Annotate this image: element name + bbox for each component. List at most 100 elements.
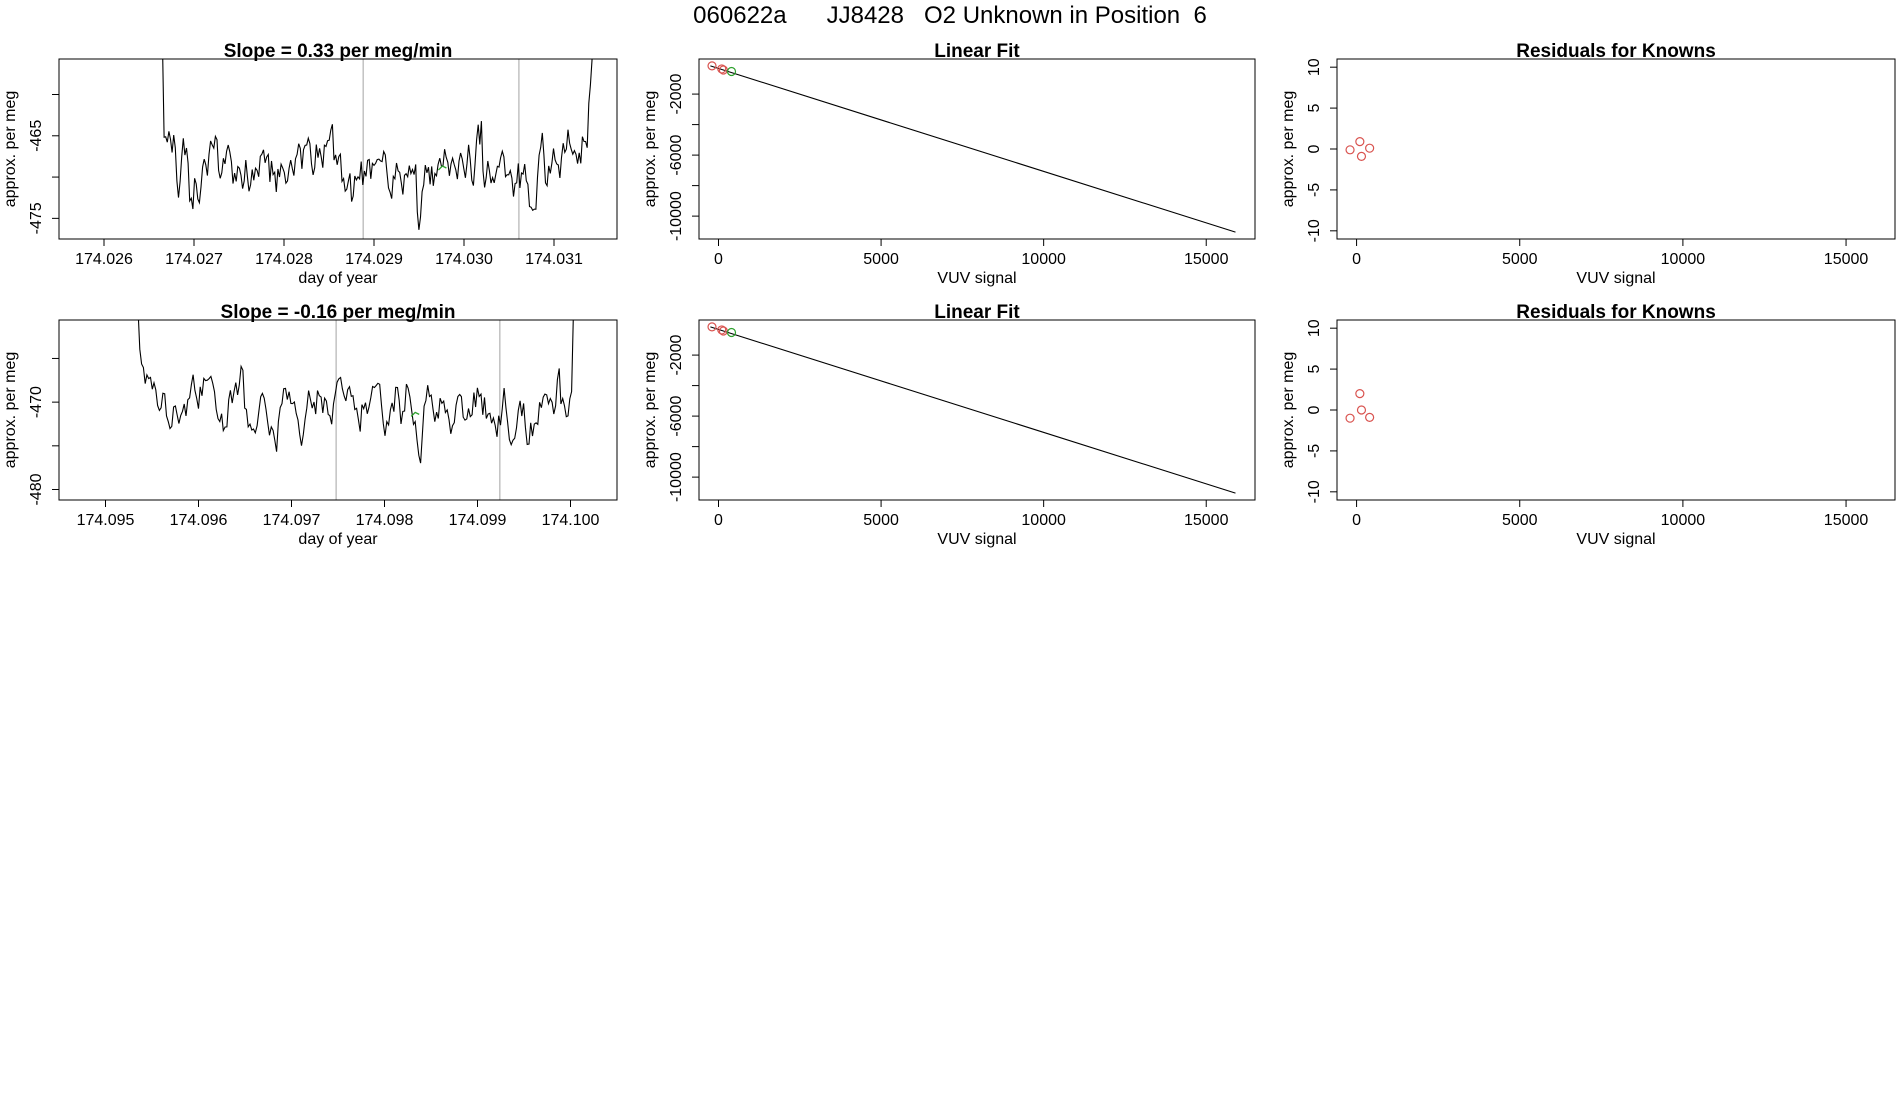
known-point [1345, 413, 1355, 423]
y-tick-label: -10000 [668, 452, 685, 502]
x-tick-label: 0 [1352, 251, 1361, 268]
y-axis-label: approx. per meg [2, 352, 19, 469]
y-tick-label: -10 [1306, 480, 1323, 503]
y-axis-label: approx. per meg [2, 91, 19, 208]
x-tick-label: 174.096 [170, 512, 228, 529]
panel-res-1: Residuals for Knowns 0 5000 10000 15000 VUV s… [1280, 41, 1896, 287]
x-tick-label: 0 [714, 512, 723, 529]
x-tick-label: 15000 [1824, 251, 1869, 268]
plot-frame [58, 58, 618, 240]
x-tick-label: 15000 [1184, 251, 1229, 268]
x-tick-label: 10000 [1021, 251, 1066, 268]
x-tick-label: 5000 [1502, 251, 1538, 268]
known-point [1355, 137, 1365, 147]
x-tick-label: 174.028 [255, 251, 313, 268]
known-point [717, 64, 727, 74]
panel-ts-2: Slope = -0.16 per meg/min 174.095 174.096 1… [2, 302, 618, 548]
unknown-point [726, 66, 737, 77]
plot-area [707, 61, 1236, 233]
panel-res-2: Residuals for Knowns 0 5000 10000 15000 VUV s… [1280, 302, 1896, 548]
x-tick-label: 174.099 [449, 512, 507, 529]
chart-title: Slope = -0.16 per meg/min [221, 302, 456, 323]
x-tick-label: 174.027 [165, 251, 223, 268]
x-tick-label: 0 [1352, 512, 1361, 529]
x-tick-label: 174.097 [263, 512, 321, 529]
page-title: 060622a JJ8428 O2 Unknown in Position 6 [693, 2, 1207, 29]
x-tick-label: 174.031 [525, 251, 583, 268]
x-tick-label: 10000 [1021, 512, 1066, 529]
y-tick-label: 10 [1306, 319, 1323, 337]
y-tick-label: -6000 [668, 135, 685, 176]
y-tick-label: 10 [1306, 58, 1323, 76]
plot-area [1345, 137, 1375, 161]
x-tick-label: 5000 [1502, 512, 1538, 529]
y-tick-label: -5 [1306, 183, 1323, 197]
y-tick-label: -2000 [668, 74, 685, 115]
x-tick-label: 5000 [863, 251, 899, 268]
series-line [137, 320, 574, 464]
x-tick-label: 10000 [1661, 512, 1706, 529]
plot-area [162, 59, 593, 239]
chart-title: Residuals for Knowns [1516, 302, 1716, 323]
x-tick-label: 174.098 [356, 512, 414, 529]
plot-frame [1336, 58, 1896, 240]
y-axis-label: approx. per meg [1280, 91, 1297, 208]
fit-line [710, 326, 1236, 494]
known-point [1355, 389, 1365, 399]
chart-title: Linear Fit [934, 302, 1020, 323]
plot-area [707, 322, 1236, 494]
plot-frame [698, 58, 1256, 240]
unknown-point [410, 411, 420, 417]
x-tick-label: 10000 [1661, 251, 1706, 268]
known-point [1365, 143, 1375, 153]
y-tick-label: 5 [1306, 104, 1323, 113]
x-tick-label: 174.026 [75, 251, 133, 268]
x-tick-label: 15000 [1824, 512, 1869, 529]
x-axis-label: VUV signal [1576, 270, 1655, 287]
y-tick-label: -480 [28, 473, 45, 505]
x-tick-label: 15000 [1184, 512, 1229, 529]
x-axis-label: VUV signal [1576, 531, 1655, 548]
known-point [717, 325, 727, 335]
y-tick-label: -10 [1306, 219, 1323, 242]
x-tick-label: 174.095 [77, 512, 135, 529]
series-line [162, 59, 593, 230]
panel-fit-2: Linear Fit 0 5000 10000 15000 VUV signal -1000… [642, 302, 1256, 548]
known-point [1356, 151, 1367, 161]
plot-area [137, 320, 574, 500]
y-tick-label: -465 [28, 120, 45, 152]
x-axis-label: day of year [298, 270, 378, 287]
y-axis-label: approx. per meg [642, 91, 659, 208]
known-point [1345, 145, 1355, 155]
x-axis-label: VUV signal [937, 531, 1016, 548]
x-tick-label: 174.030 [435, 251, 493, 268]
y-axis-label: approx. per meg [1280, 352, 1297, 469]
x-tick-label: 174.029 [345, 251, 403, 268]
unknown-point [726, 327, 737, 338]
chart-title: Linear Fit [934, 41, 1020, 62]
y-tick-label: 5 [1306, 365, 1323, 374]
known-point [707, 61, 717, 71]
plot-frame [698, 319, 1256, 501]
y-tick-label: -6000 [668, 396, 685, 437]
y-axis-label: approx. per meg [642, 352, 659, 469]
y-tick-label: 0 [1306, 405, 1323, 414]
y-tick-label: -2000 [668, 335, 685, 376]
plot-frame [1336, 319, 1896, 501]
plot-area [1345, 389, 1375, 423]
chart-title: Residuals for Knowns [1516, 41, 1716, 62]
y-tick-label: -470 [28, 386, 45, 418]
known-point [1365, 412, 1375, 422]
x-axis-label: day of year [298, 531, 378, 548]
known-point [707, 322, 717, 332]
x-tick-label: 174.100 [542, 512, 600, 529]
y-tick-label: 0 [1306, 144, 1323, 153]
panel-ts-1: Slope = 0.33 per meg/min 174.026 174.027 17… [2, 41, 618, 287]
y-tick-label: -475 [28, 202, 45, 234]
plot-frame [58, 319, 618, 501]
fit-line [710, 65, 1236, 233]
x-tick-label: 5000 [863, 512, 899, 529]
x-tick-label: 0 [714, 251, 723, 268]
chart-title: Slope = 0.33 per meg/min [224, 41, 453, 62]
